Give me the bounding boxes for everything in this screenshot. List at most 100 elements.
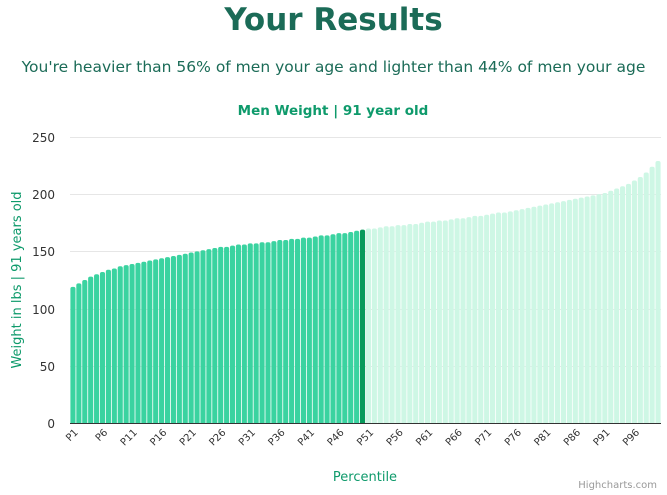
bar[interactable] xyxy=(229,245,236,423)
bar[interactable] xyxy=(596,194,602,423)
bar[interactable] xyxy=(224,246,230,423)
bar[interactable] xyxy=(206,249,212,423)
bar[interactable] xyxy=(425,221,431,423)
bar[interactable] xyxy=(578,197,584,423)
bar[interactable] xyxy=(277,239,283,423)
bar[interactable] xyxy=(501,212,507,423)
bar[interactable] xyxy=(495,212,502,423)
bar[interactable] xyxy=(555,202,561,423)
bar[interactable] xyxy=(265,242,271,423)
bar[interactable] xyxy=(442,220,448,423)
bar[interactable] xyxy=(389,226,395,423)
bar[interactable] xyxy=(472,215,478,423)
bar[interactable] xyxy=(620,186,626,423)
bar[interactable] xyxy=(460,218,466,423)
bar[interactable] xyxy=(306,237,312,423)
bar[interactable] xyxy=(513,210,519,423)
bar[interactable] xyxy=(354,230,360,423)
bar[interactable] xyxy=(70,286,76,423)
bar[interactable] xyxy=(395,225,401,423)
bar[interactable] xyxy=(466,217,472,423)
bar[interactable] xyxy=(330,234,336,423)
bar[interactable] xyxy=(454,218,460,423)
bar[interactable] xyxy=(478,215,484,423)
credits[interactable]: Highcharts.com xyxy=(578,480,657,491)
bar[interactable] xyxy=(105,269,111,423)
bar[interactable] xyxy=(383,226,389,423)
bar[interactable] xyxy=(608,190,614,423)
bar[interactable] xyxy=(111,268,117,423)
bar[interactable] xyxy=(271,241,277,423)
bar[interactable] xyxy=(82,280,88,423)
bar[interactable] xyxy=(584,196,590,423)
bar[interactable] xyxy=(135,262,141,423)
bar[interactable] xyxy=(176,254,182,423)
bar[interactable] xyxy=(99,271,106,423)
bar[interactable] xyxy=(253,243,259,423)
bar[interactable] xyxy=(212,247,218,423)
bar[interactable] xyxy=(289,238,295,423)
bar[interactable] xyxy=(560,201,567,423)
bar[interactable] xyxy=(194,251,200,423)
bar[interactable] xyxy=(507,211,513,423)
bar[interactable] xyxy=(637,177,643,423)
bar[interactable] xyxy=(294,238,301,423)
bar[interactable] xyxy=(572,198,578,423)
bar[interactable] xyxy=(218,246,224,423)
bar[interactable] xyxy=(153,259,159,423)
bar[interactable] xyxy=(241,244,247,423)
bar[interactable] xyxy=(490,213,496,423)
bar[interactable] xyxy=(537,205,543,423)
bar[interactable] xyxy=(283,239,289,423)
bar[interactable] xyxy=(164,257,171,423)
bar[interactable] xyxy=(377,227,383,423)
bar[interactable] xyxy=(76,283,82,423)
bar[interactable] xyxy=(643,172,649,423)
bar[interactable] xyxy=(159,258,165,423)
bar[interactable] xyxy=(129,263,135,423)
bar[interactable] xyxy=(336,233,342,423)
bar[interactable] xyxy=(649,166,655,423)
bar[interactable] xyxy=(188,252,194,423)
bar[interactable] xyxy=(342,233,348,423)
bar[interactable] xyxy=(141,261,147,423)
bar[interactable] xyxy=(549,203,555,423)
bar[interactable] xyxy=(543,204,549,423)
bar[interactable] xyxy=(602,193,608,423)
bar[interactable] xyxy=(147,260,153,423)
bar[interactable] xyxy=(247,243,253,423)
bar[interactable] xyxy=(170,255,176,423)
bar[interactable] xyxy=(531,206,537,423)
bar[interactable] xyxy=(88,276,94,423)
bar[interactable] xyxy=(614,188,620,423)
bar[interactable] xyxy=(484,214,490,423)
bar[interactable] xyxy=(430,221,437,423)
bar[interactable] xyxy=(407,223,413,423)
bar[interactable] xyxy=(419,222,425,423)
bar[interactable] xyxy=(448,219,454,423)
bar[interactable] xyxy=(525,207,531,423)
bar[interactable] xyxy=(94,274,100,423)
bar[interactable] xyxy=(401,225,407,423)
bar[interactable] xyxy=(117,266,123,423)
bar[interactable] xyxy=(182,253,188,423)
bar[interactable] xyxy=(566,199,572,423)
bar[interactable] xyxy=(348,231,354,423)
bar[interactable] xyxy=(200,250,206,423)
bar-highlight[interactable] xyxy=(359,229,366,423)
bar[interactable] xyxy=(655,161,661,424)
bar[interactable] xyxy=(318,235,324,423)
bar[interactable] xyxy=(365,228,372,423)
bar[interactable] xyxy=(413,223,419,423)
bar[interactable] xyxy=(300,237,306,423)
bar[interactable] xyxy=(590,195,596,423)
bar[interactable] xyxy=(259,242,265,423)
bar[interactable] xyxy=(123,265,129,423)
bar[interactable] xyxy=(631,180,637,423)
bar[interactable] xyxy=(235,244,241,423)
bar[interactable] xyxy=(436,220,442,423)
bar[interactable] xyxy=(519,209,525,423)
bar[interactable] xyxy=(625,183,632,423)
bar[interactable] xyxy=(324,235,330,423)
bar[interactable] xyxy=(371,228,377,423)
